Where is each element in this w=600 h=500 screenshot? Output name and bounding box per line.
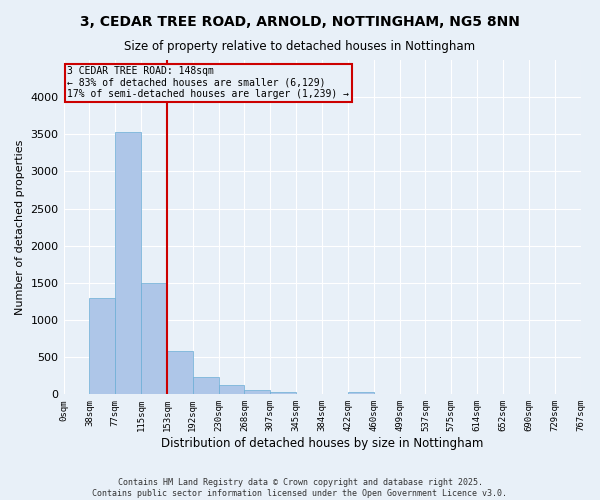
Bar bbox=[167, 351, 193, 395]
Bar bbox=[348, 392, 374, 394]
X-axis label: Distribution of detached houses by size in Nottingham: Distribution of detached houses by size … bbox=[161, 437, 483, 450]
Text: Size of property relative to detached houses in Nottingham: Size of property relative to detached ho… bbox=[124, 40, 476, 53]
Bar bbox=[115, 132, 141, 394]
Bar bbox=[271, 392, 296, 394]
Bar bbox=[141, 283, 167, 395]
Text: 3, CEDAR TREE ROAD, ARNOLD, NOTTINGHAM, NG5 8NN: 3, CEDAR TREE ROAD, ARNOLD, NOTTINGHAM, … bbox=[80, 15, 520, 29]
Text: Contains HM Land Registry data © Crown copyright and database right 2025.
Contai: Contains HM Land Registry data © Crown c… bbox=[92, 478, 508, 498]
Text: 3 CEDAR TREE ROAD: 148sqm
← 83% of detached houses are smaller (6,129)
17% of se: 3 CEDAR TREE ROAD: 148sqm ← 83% of detac… bbox=[67, 66, 349, 99]
Bar bbox=[193, 376, 218, 394]
Bar bbox=[218, 386, 244, 394]
Bar bbox=[244, 390, 271, 394]
Bar bbox=[89, 298, 115, 394]
Y-axis label: Number of detached properties: Number of detached properties bbox=[15, 140, 25, 315]
